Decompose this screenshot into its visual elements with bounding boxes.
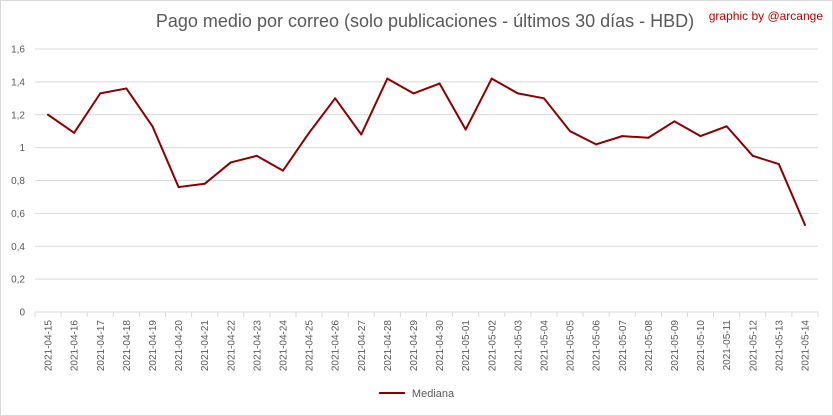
data-point <box>699 135 702 138</box>
x-tick-label: 2021-04-16 <box>70 320 81 372</box>
x-tick-label: 2021-05-09 <box>670 320 681 372</box>
x-tick-label: 2021-05-10 <box>696 320 707 372</box>
x-tick-label: 2021-05-06 <box>592 320 603 372</box>
data-point <box>73 131 76 134</box>
x-axis: 2021-04-15 2021-04-16 2021-04-17 2021-04-18… <box>34 312 819 372</box>
x-tick-label: 2021-05-01 <box>461 320 472 372</box>
x-tick-label: 2021-05-04 <box>539 320 550 372</box>
x-tick-label: 2021-04-22 <box>226 320 237 372</box>
y-tick-label: 1,4 <box>11 77 25 88</box>
x-tick-label: 2021-04-24 <box>278 320 289 372</box>
data-point <box>47 113 50 116</box>
series-line <box>47 77 806 226</box>
legend: Mediana <box>0 388 833 400</box>
series-layer <box>47 77 806 226</box>
data-point <box>725 125 728 128</box>
x-tick-label: 2021-04-23 <box>252 320 263 372</box>
data-point <box>803 223 806 226</box>
y-tick-label: 0,8 <box>11 176 25 187</box>
y-tick-label: 1,2 <box>11 110 25 121</box>
x-tick-label: 2021-04-19 <box>148 320 159 372</box>
x-tick-label: 2021-05-08 <box>644 320 655 372</box>
data-point <box>203 182 206 185</box>
x-tick-label: 2021-04-20 <box>174 320 185 372</box>
y-tick-label: 0,2 <box>11 275 25 286</box>
x-tick-label: 2021-04-25 <box>305 320 316 372</box>
x-tick-label: 2021-04-28 <box>383 320 394 372</box>
data-point <box>569 130 572 133</box>
data-point <box>542 97 545 100</box>
legend-label: Mediana <box>411 388 455 400</box>
y-tick-label: 0,4 <box>11 242 25 253</box>
y-tick-label: 0,6 <box>11 209 25 220</box>
gridlines <box>35 48 818 313</box>
x-tick-label: 2021-04-18 <box>122 320 133 372</box>
data-point <box>516 92 519 95</box>
data-point <box>464 128 467 131</box>
x-tick-label: 2021-05-02 <box>487 320 498 372</box>
data-point <box>621 135 624 138</box>
x-tick-label: 2021-04-30 <box>435 320 446 372</box>
data-point <box>99 92 102 95</box>
data-point <box>673 120 676 123</box>
data-point <box>281 169 284 172</box>
data-point <box>595 143 598 146</box>
x-tick-label: 2021-05-12 <box>748 320 759 372</box>
data-point <box>438 82 441 85</box>
chart-title: Pago medio por correo (solo publicacione… <box>155 11 695 31</box>
x-tick-label: 2021-04-26 <box>331 320 342 372</box>
data-point <box>229 161 232 164</box>
x-tick-label: 2021-05-13 <box>774 320 785 372</box>
data-point <box>386 77 389 80</box>
x-tick-label: 2021-05-11 <box>722 320 733 371</box>
x-tick-label: 2021-04-17 <box>96 320 107 372</box>
data-point <box>751 154 754 157</box>
x-tick-label: 2021-05-05 <box>566 320 577 372</box>
y-tick-label: 0 <box>19 308 25 319</box>
data-point <box>777 163 780 166</box>
data-point <box>125 87 128 90</box>
data-point <box>177 186 180 189</box>
data-point <box>334 97 337 100</box>
y-tick-label: 1,6 <box>11 45 25 56</box>
data-point <box>360 133 363 136</box>
x-tick-label: 2021-05-14 <box>800 320 811 372</box>
x-tick-label: 2021-04-15 <box>44 320 55 372</box>
data-point <box>412 92 415 95</box>
data-point <box>308 131 311 134</box>
x-tick-label: 2021-04-29 <box>409 320 420 372</box>
data-point <box>255 154 258 157</box>
credit-label: graphic by @arcange <box>708 9 823 23</box>
legend-swatch <box>378 392 405 395</box>
data-point <box>490 77 493 80</box>
data-point <box>151 125 154 128</box>
x-tick-label: 2021-05-07 <box>618 320 629 372</box>
data-point <box>647 136 650 139</box>
y-axis: 0 0,2 0,4 0,6 0,8 1 1,2 1,4 1,6 <box>11 45 25 319</box>
x-tick-label: 2021-04-21 <box>200 320 211 372</box>
y-tick-label: 1 <box>19 143 25 154</box>
x-tick-label: 2021-05-03 <box>513 320 524 372</box>
x-tick-label: 2021-04-27 <box>357 320 368 372</box>
